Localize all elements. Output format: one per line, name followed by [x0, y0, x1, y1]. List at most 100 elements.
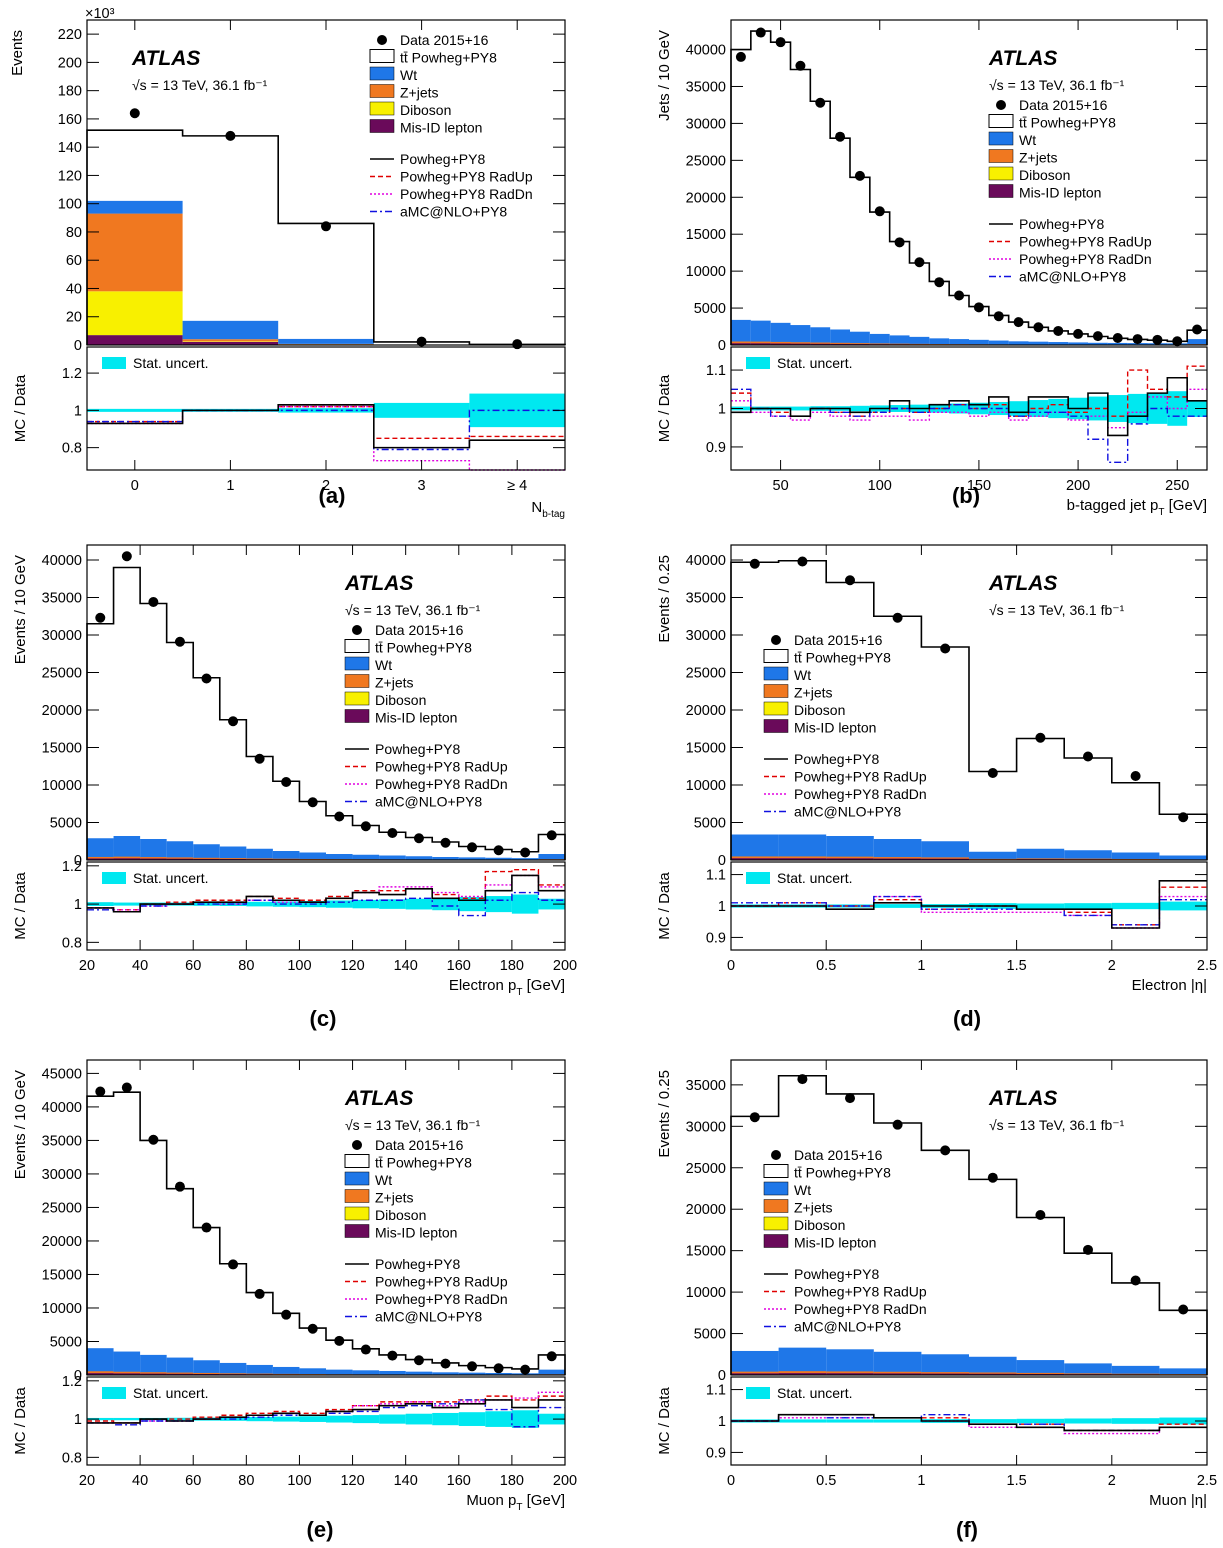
x-tick-label: 200: [553, 958, 577, 974]
x-tick-label: 0.5: [816, 958, 836, 974]
stack-bar-wt: [140, 839, 167, 860]
stack-bar-wt: [850, 331, 870, 345]
y-tick-label: 40: [66, 281, 82, 297]
stack-bar-wt: [87, 1348, 114, 1375]
stat-band: [1064, 903, 1112, 909]
legend-entry-raddn: Powheg+PY8 RadDn: [375, 776, 508, 792]
y-tick-label: 30000: [686, 116, 726, 132]
legend-entry-wt: Wt: [375, 1172, 392, 1188]
y-tick-label: 0: [718, 338, 726, 354]
stack-bar-misid: [826, 858, 874, 860]
legend-swatch-wt: [369, 66, 395, 81]
chart-panel-2: 0 5000 10000 15000 20000 25000 30000 35000 40000…: [656, 19, 1208, 518]
stat-band: [826, 1419, 874, 1423]
legend-entry-radup: Powheg+PY8 RadUp: [1019, 234, 1152, 250]
data-point: [360, 821, 371, 832]
y-tick-label: 5000: [50, 816, 82, 832]
data-point: [892, 612, 903, 623]
stat-band: [1111, 1418, 1160, 1424]
data-point: [797, 556, 808, 567]
ratio-y-tick-label: 1: [718, 1414, 726, 1430]
legend-entry-radup: Powheg+PY8 RadUp: [375, 759, 508, 775]
stat-band: [405, 1413, 433, 1425]
data-point: [1073, 328, 1084, 339]
data-point: [854, 170, 865, 181]
stat-band: [87, 1417, 114, 1421]
y-tick-label: 40000: [686, 43, 726, 59]
data-point: [520, 1364, 531, 1375]
x-tick-label: 2: [322, 478, 330, 494]
stack-bar-misid: [790, 343, 811, 345]
chart-panel-5: 0 5000 10000 15000 20000 25000 30000 35000 40000…: [12, 1059, 577, 1542]
ratio-y-tick-label: 1.1: [706, 1383, 726, 1399]
stack-bar-zjets: [113, 1371, 141, 1375]
legend-swatch-misid: [988, 184, 1014, 198]
ratio-frame: [86, 861, 566, 951]
stat-band: [379, 1414, 406, 1424]
data-point: [845, 1093, 855, 1104]
stack-bar-wt: [432, 857, 459, 860]
legend-swatch-ttbar: [344, 639, 370, 653]
data-point: [334, 1335, 345, 1346]
legend-entry-misid: Mis-ID lepton: [794, 1235, 876, 1251]
legend-swatch-wt: [763, 666, 789, 681]
legend-entry-data: Data 2015+16: [794, 632, 883, 648]
legend-swatch-ttbar: [763, 649, 789, 663]
y-tick-label: 20000: [42, 1234, 82, 1250]
data-point: [228, 1259, 239, 1270]
stack-bar-misid: [140, 1373, 167, 1375]
y-tick-label: 15000: [42, 1267, 82, 1283]
ratio-nominal-line: [87, 1399, 565, 1424]
y-tick-label: 35000: [42, 1133, 82, 1149]
data-point: [174, 1181, 185, 1192]
data-point: [228, 716, 239, 727]
y-tick-label: 0: [718, 1368, 726, 1384]
stack-bar-wt: [140, 1354, 167, 1375]
y-tick-label: 15000: [686, 1244, 726, 1260]
stack-bar-wt: [246, 848, 273, 860]
x-tick-label: 20: [79, 1473, 95, 1489]
x-tick-label: 20: [79, 958, 95, 974]
stack-bar-misid: [778, 858, 827, 860]
y-tick-label: 15000: [42, 741, 82, 757]
stat-band: [873, 904, 922, 908]
x-tick-label: 140: [394, 1473, 418, 1489]
x-tick-label: 1.5: [1007, 958, 1027, 974]
stat-band: [511, 1410, 539, 1428]
energy-label: √s = 13 TeV, 36.1 fb⁻¹: [989, 1117, 1125, 1133]
stack-bar-wt: [272, 851, 300, 860]
stack-bar-wt: [1111, 852, 1160, 860]
legend-marker-data: [352, 1140, 362, 1150]
y-tick-label: 25000: [686, 153, 726, 169]
y-tick-label: 15000: [686, 741, 726, 757]
legend-swatch-stat: [746, 357, 770, 369]
data-point: [512, 339, 523, 350]
ratio-nominal-line: [731, 376, 1207, 437]
stack-bar-wt: [299, 1368, 326, 1375]
data-point: [201, 1222, 212, 1233]
ratio-y-tick-label: 1.1: [706, 363, 726, 379]
stack-bar-diboson: [87, 291, 183, 336]
energy-label: √s = 13 TeV, 36.1 fb⁻¹: [345, 602, 481, 618]
data-point: [894, 237, 905, 248]
legend-swatch-wt: [763, 1181, 789, 1196]
stat-band: [1159, 1417, 1207, 1425]
ratio-y-tick-label: 1: [74, 403, 82, 419]
ratio-raddn-line: [87, 405, 565, 471]
stat-band: [778, 1419, 827, 1423]
stack-bar-zjets: [830, 342, 850, 345]
x-tick-label: 2: [1108, 958, 1116, 974]
y-tick-label: 40000: [42, 1100, 82, 1116]
x-tick-label: 3: [418, 478, 426, 494]
stack-bar-wt: [778, 834, 827, 860]
y-axis-label: Events / 0.25: [656, 555, 673, 643]
energy-label: √s = 13 TeV, 36.1 fb⁻¹: [132, 77, 268, 93]
y-tick-label: 80: [66, 225, 82, 241]
main-frame: [730, 544, 1208, 861]
y-tick-label: 180: [58, 84, 82, 100]
legend-marker-data: [771, 635, 781, 645]
stat-band: [246, 901, 273, 907]
y-tick-label: 10000: [686, 264, 726, 280]
legend-entry-nominal: Powheg+PY8: [375, 741, 460, 757]
